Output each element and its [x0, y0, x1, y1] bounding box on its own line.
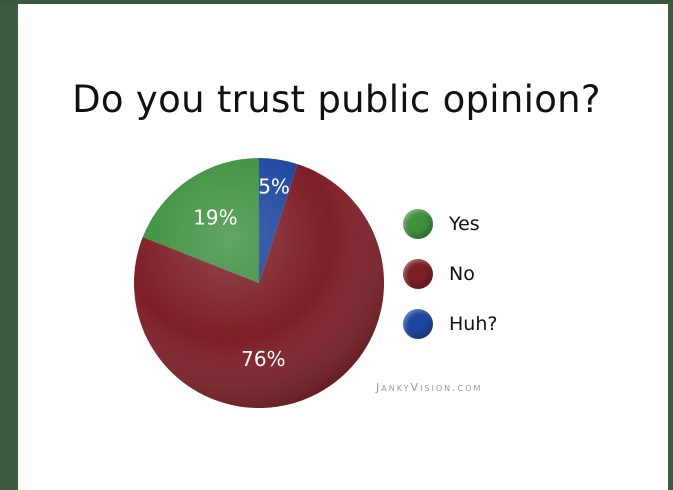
pie-label-yes: 19%	[193, 205, 237, 229]
frame-top-border	[0, 0, 673, 4]
legend-item-no: No	[403, 259, 475, 289]
legend-label-no: No	[449, 263, 475, 285]
legend-item-yes: Yes	[403, 209, 480, 239]
legend-swatch-yes	[403, 209, 433, 239]
legend-label-huh: Huh?	[449, 313, 498, 335]
legend-swatch-no	[403, 259, 433, 289]
pie-shading	[134, 158, 384, 408]
legend-swatch-huh	[403, 309, 433, 339]
legend-label-yes: Yes	[449, 213, 480, 235]
pie-label-no: 76%	[241, 347, 285, 371]
legend-item-huh: Huh?	[403, 309, 497, 339]
pie-label-huh: 5%	[258, 174, 290, 198]
watermark-text: JankyVision.com	[376, 381, 483, 394]
chart-title: Do you trust public opinion?	[72, 78, 601, 121]
pie-labels: 5% 76% 19%	[193, 174, 290, 370]
